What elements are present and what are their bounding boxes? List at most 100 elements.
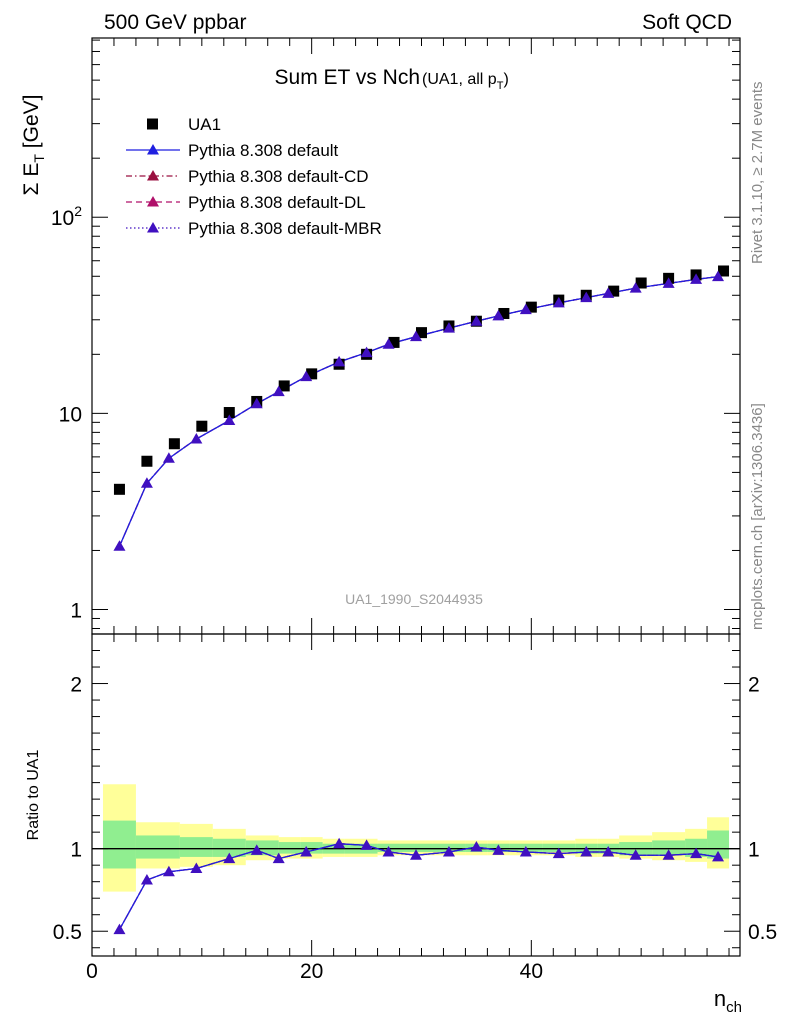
ratio-ytick-labels: 0.5 0.5 1 1 2 2 xyxy=(53,674,777,945)
legend-entry-data: UA1 xyxy=(147,115,221,134)
main-ytick-label: 10 xyxy=(59,403,82,426)
ratio-band-inner xyxy=(278,842,301,854)
ratio-point xyxy=(360,839,373,850)
legend-label: Pythia 8.308 default xyxy=(188,141,339,160)
ua1-data-points xyxy=(113,265,730,495)
ua1-data-point xyxy=(635,277,647,289)
ratio-axis-ticks xyxy=(91,633,740,956)
ratio-uncertainty-bands xyxy=(102,784,730,892)
ratio-point xyxy=(662,849,675,860)
ratio-ytick-label-left: 0.5 xyxy=(53,921,82,944)
ua1-data-point xyxy=(525,301,537,313)
mc-point xyxy=(470,315,483,326)
legend-marker-triangle xyxy=(147,196,159,207)
mc-point xyxy=(690,273,703,284)
legend-entry-dl: Pythia 8.308 default-DL xyxy=(126,193,366,212)
legend-label: Pythia 8.308 default-DL xyxy=(188,193,366,212)
ratio-xtick-label: 0 xyxy=(86,960,98,983)
chart-title: Sum ET vs Nch xyxy=(275,66,420,89)
ua1-data-point xyxy=(415,327,427,339)
mc-series-lines xyxy=(118,275,719,547)
ratio-frame xyxy=(91,633,741,957)
legend-marker-square xyxy=(147,118,158,130)
mc-point xyxy=(712,270,725,282)
main-ytick-label: 102 xyxy=(51,203,82,230)
ua1-data-point xyxy=(498,307,510,319)
mc-point xyxy=(190,433,203,444)
xlabel-sub: ch xyxy=(726,999,742,1016)
mc-point xyxy=(333,355,346,367)
xlabel-main: n xyxy=(714,986,726,1011)
ratio-point xyxy=(602,845,615,857)
ratio-ytick-label-right: 0.5 xyxy=(748,921,777,944)
mc-point xyxy=(382,338,395,349)
main-axis-ticks xyxy=(91,38,740,634)
mc-point xyxy=(272,385,285,397)
header-right-label: Soft QCD xyxy=(642,11,732,34)
ratio-point xyxy=(140,874,153,885)
ratio-point xyxy=(519,845,532,857)
ratio-point xyxy=(333,837,346,849)
ratio-band-inner xyxy=(300,842,323,854)
ratio-xtick-label: 20 xyxy=(300,960,323,983)
main-y-axis-label: Σ ET [GeV] xyxy=(20,95,47,196)
mc-line-default xyxy=(118,275,719,547)
ratio-xtick-label: 40 xyxy=(520,960,543,983)
mc-point xyxy=(162,452,175,463)
mcplots-reference-label: mcplots.cern.ch [arXiv:1306.3436] xyxy=(749,403,766,630)
mc-point xyxy=(662,277,675,288)
mc-point xyxy=(300,370,313,382)
ratio-point xyxy=(272,852,285,864)
ratio-panel: 0.5 0.5 1 1 2 2 0 20 40 Ratio to UA1 nch xyxy=(25,633,777,1016)
ratio-point xyxy=(223,852,236,864)
ua1-data-point xyxy=(718,265,730,277)
legend-entry-default: Pythia 8.308 default xyxy=(126,141,339,160)
ratio-series xyxy=(113,837,725,935)
x-axis-label: nch xyxy=(714,986,742,1016)
mc-point xyxy=(360,346,373,358)
mc-line-mbr xyxy=(118,275,719,547)
legend: UA1 Pythia 8.308 default Pythia 8.308 defa… xyxy=(126,115,382,238)
ratio-point xyxy=(470,841,483,852)
ylabel-tail: [GeV] xyxy=(20,95,43,155)
ua1-data-point xyxy=(608,285,620,297)
mc-point xyxy=(140,477,153,488)
ratio-xtick-labels: 0 20 40 xyxy=(86,960,543,983)
ratio-point xyxy=(712,850,725,862)
header-left-label: 500 GeV ppbar xyxy=(104,11,246,34)
legend-entry-mbr: Pythia 8.308 default-MBR xyxy=(126,219,382,238)
ratio-band-inner xyxy=(399,843,433,852)
chart-subtitle-sub: T xyxy=(497,80,504,92)
ratio-point xyxy=(162,865,175,877)
ratio-point xyxy=(190,862,203,873)
ua1-data-point xyxy=(141,455,153,467)
ratio-band-inner xyxy=(102,820,136,869)
mc-point xyxy=(410,330,422,342)
ratio-ytick-label-left: 1 xyxy=(70,839,82,862)
ua1-data-point xyxy=(168,438,180,450)
main-ytick-label-exp: 2 xyxy=(74,203,82,219)
legend-marker-triangle xyxy=(147,144,159,155)
mc-point xyxy=(580,291,593,303)
ratio-point xyxy=(300,845,313,857)
ratio-band-inner xyxy=(135,835,180,859)
ratio-point xyxy=(492,844,505,855)
legend-label: UA1 xyxy=(188,115,221,134)
main-ytick-label: 1 xyxy=(70,599,82,622)
ratio-point xyxy=(410,849,422,860)
analysis-watermark: UA1_1990_S2044935 xyxy=(345,591,483,607)
ratio-point xyxy=(113,923,126,935)
main-ytick-label-base: 10 xyxy=(51,207,74,230)
mc-line-cd xyxy=(118,275,719,547)
mc-series-points xyxy=(113,270,725,551)
ratio-point xyxy=(382,845,395,857)
chart-subtitle: (UA1, all pT) xyxy=(422,71,509,92)
mc-point xyxy=(250,397,263,409)
ua1-data-point xyxy=(278,380,290,392)
ratio-band-inner xyxy=(179,837,213,857)
mc-point xyxy=(223,414,236,425)
ratio-band-inner xyxy=(707,830,730,859)
